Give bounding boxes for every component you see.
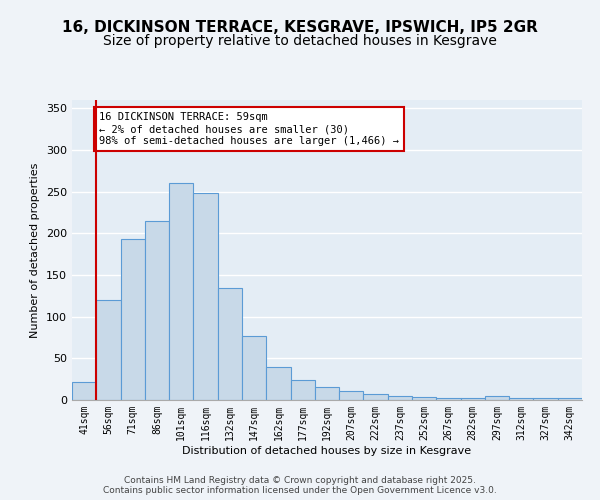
Bar bbox=[72, 382, 96, 400]
Bar bbox=[121, 239, 145, 400]
Text: Size of property relative to detached houses in Kesgrave: Size of property relative to detached ho… bbox=[103, 34, 497, 48]
Text: 16, DICKINSON TERRACE, KESGRAVE, IPSWICH, IP5 2GR: 16, DICKINSON TERRACE, KESGRAVE, IPSWICH… bbox=[62, 20, 538, 35]
Bar bbox=[339, 391, 364, 400]
Y-axis label: Number of detached properties: Number of detached properties bbox=[31, 162, 40, 338]
Bar bbox=[145, 221, 169, 400]
Bar bbox=[169, 184, 193, 400]
Bar bbox=[485, 396, 509, 400]
Bar bbox=[290, 380, 315, 400]
Bar bbox=[412, 396, 436, 400]
Bar bbox=[315, 386, 339, 400]
Bar bbox=[193, 194, 218, 400]
Bar bbox=[436, 398, 461, 400]
Bar bbox=[533, 398, 558, 400]
Bar bbox=[461, 398, 485, 400]
Bar bbox=[558, 398, 582, 400]
Bar bbox=[96, 300, 121, 400]
Text: 16 DICKINSON TERRACE: 59sqm
← 2% of detached houses are smaller (30)
98% of semi: 16 DICKINSON TERRACE: 59sqm ← 2% of deta… bbox=[99, 112, 399, 146]
X-axis label: Distribution of detached houses by size in Kesgrave: Distribution of detached houses by size … bbox=[182, 446, 472, 456]
Text: Contains HM Land Registry data © Crown copyright and database right 2025.
Contai: Contains HM Land Registry data © Crown c… bbox=[103, 476, 497, 495]
Bar bbox=[242, 336, 266, 400]
Bar bbox=[218, 288, 242, 400]
Bar bbox=[509, 398, 533, 400]
Bar bbox=[388, 396, 412, 400]
Bar bbox=[364, 394, 388, 400]
Bar bbox=[266, 366, 290, 400]
